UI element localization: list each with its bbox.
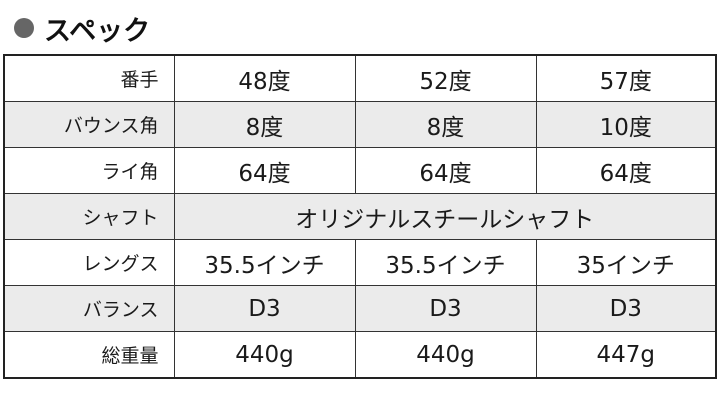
table-cell: D3 <box>173 285 356 332</box>
table-cell: オリジナルスチールシャフト <box>173 193 717 240</box>
table-row: バウンス角 8度 8度 10度 <box>3 101 717 148</box>
table-cell: 35インチ <box>535 239 717 286</box>
table-cell: 8度 <box>173 101 356 148</box>
table-cell: 64度 <box>535 147 717 194</box>
table-cell: 48度 <box>173 54 356 102</box>
table-row: 番手 48度 52度 57度 <box>3 54 717 102</box>
table-row: バランス D3 D3 D3 <box>3 285 717 332</box>
row-label: 総重量 <box>3 331 175 379</box>
spec-table: 番手 48度 52度 57度 バウンス角 8度 8度 10度 ライ角 64度 6… <box>3 54 717 379</box>
row-label: 番手 <box>3 54 175 102</box>
row-label: バウンス角 <box>3 101 175 148</box>
table-cell: 64度 <box>354 147 537 194</box>
table-cell: 57度 <box>535 54 717 102</box>
table-cell: 35.5インチ <box>173 239 356 286</box>
table-cell: 10度 <box>535 101 717 148</box>
table-row: レングス 35.5インチ 35.5インチ 35インチ <box>3 239 717 286</box>
section-title: スペック <box>44 15 151 47</box>
section-heading: スペック <box>14 8 150 48</box>
table-cell: 35.5インチ <box>354 239 537 286</box>
table-cell: 52度 <box>354 54 537 102</box>
row-label: シャフト <box>3 193 175 240</box>
table-cell: 64度 <box>173 147 356 194</box>
table-cell: 440g <box>354 331 537 379</box>
row-label: レングス <box>3 239 175 286</box>
row-label: ライ角 <box>3 147 175 194</box>
table-row: ライ角 64度 64度 64度 <box>3 147 717 194</box>
table-cell: 440g <box>173 331 356 379</box>
table-cell: D3 <box>535 285 717 332</box>
table-row: 総重量 440g 440g 447g <box>3 331 717 379</box>
bullet-icon <box>14 18 34 38</box>
table-cell: 447g <box>535 331 717 379</box>
table-cell: D3 <box>354 285 537 332</box>
table-row: シャフト オリジナルスチールシャフト <box>3 193 717 240</box>
row-label: バランス <box>3 285 175 332</box>
table-cell: 8度 <box>354 101 537 148</box>
